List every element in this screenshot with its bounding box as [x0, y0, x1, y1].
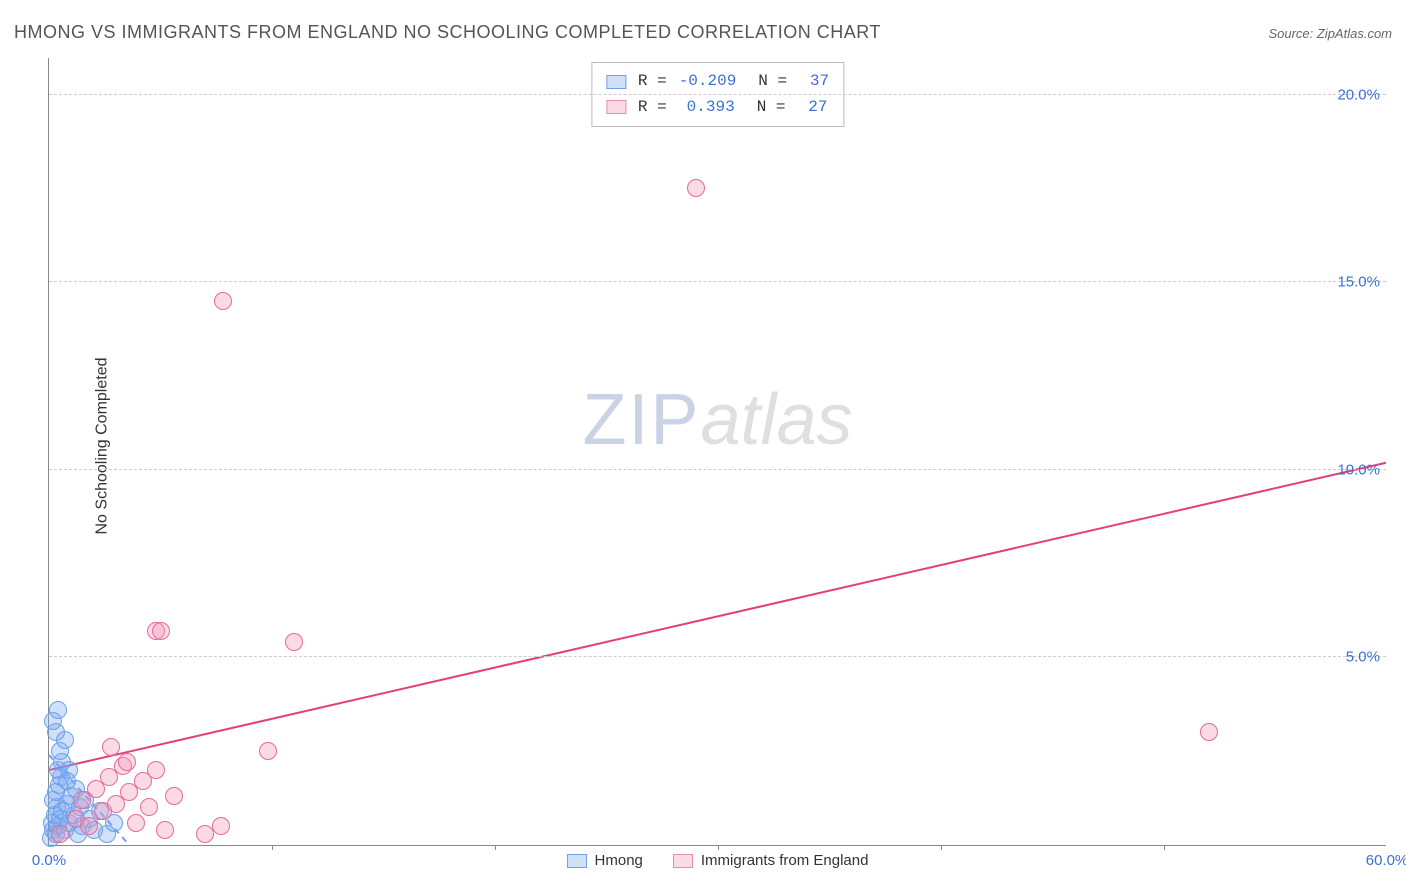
legend-swatch	[606, 75, 626, 89]
scatter-point	[80, 817, 98, 835]
series-legend-label: Immigrants from England	[701, 852, 869, 869]
scatter-point	[687, 179, 705, 197]
watermark-atlas: atlas	[700, 380, 852, 460]
y-tick-label: 5.0%	[1346, 649, 1380, 666]
gridline	[49, 94, 1386, 95]
series-legend-item: Hmong	[567, 852, 643, 869]
x-tick-mark	[718, 845, 719, 850]
scatter-point	[51, 825, 69, 843]
r-label: R =	[638, 69, 667, 95]
gridline	[49, 281, 1386, 282]
scatter-point	[49, 701, 67, 719]
legend-swatch	[673, 854, 693, 868]
legend-swatch	[606, 100, 626, 114]
scatter-point	[102, 738, 120, 756]
r-value: -0.209	[679, 69, 737, 95]
y-tick-label: 10.0%	[1337, 461, 1380, 478]
watermark: ZIPatlas	[582, 379, 852, 461]
scatter-point	[1200, 723, 1218, 741]
r-value: 0.393	[679, 95, 735, 121]
legend-swatch	[567, 854, 587, 868]
gridline	[49, 656, 1386, 657]
n-label: N =	[757, 95, 786, 121]
r-label: R =	[638, 95, 667, 121]
source-attribution: Source: ZipAtlas.com	[1268, 26, 1392, 41]
scatter-point	[259, 742, 277, 760]
scatter-point	[285, 633, 303, 651]
series-legend-item: Immigrants from England	[673, 852, 869, 869]
x-tick-mark	[495, 845, 496, 850]
scatter-point	[60, 761, 78, 779]
correlation-row: R = 0.393 N = 27	[606, 95, 829, 121]
chart-title: HMONG VS IMMIGRANTS FROM ENGLAND NO SCHO…	[14, 22, 881, 43]
x-tick-label: 0.0%	[32, 852, 66, 869]
x-tick-mark	[1164, 845, 1165, 850]
scatter-point	[118, 753, 136, 771]
scatter-point	[127, 814, 145, 832]
watermark-zip: ZIP	[582, 380, 700, 460]
correlation-legend: R = -0.209 N = 37 R = 0.393 N = 27	[591, 62, 844, 127]
n-value: 27	[798, 95, 828, 121]
y-tick-label: 20.0%	[1337, 86, 1380, 103]
n-value: 37	[799, 69, 829, 95]
scatter-point	[214, 292, 232, 310]
series-legend-label: Hmong	[595, 852, 643, 869]
y-tick-label: 15.0%	[1337, 274, 1380, 291]
scatter-point	[212, 817, 230, 835]
trendline	[49, 463, 1386, 770]
scatter-point	[147, 761, 165, 779]
n-label: N =	[758, 69, 787, 95]
trendlines-layer	[49, 58, 1386, 845]
scatter-point	[165, 787, 183, 805]
correlation-row: R = -0.209 N = 37	[606, 69, 829, 95]
x-tick-mark	[272, 845, 273, 850]
x-tick-mark	[941, 845, 942, 850]
plot-area: ZIPatlas R =-0.209N =37R =0.393N =27 Hmo…	[48, 58, 1386, 846]
series-legend: Hmong Immigrants from England	[567, 852, 869, 869]
scatter-point	[156, 821, 174, 839]
gridline	[49, 469, 1386, 470]
x-tick-label: 60.0%	[1366, 852, 1406, 869]
scatter-point	[140, 798, 158, 816]
scatter-point	[152, 622, 170, 640]
